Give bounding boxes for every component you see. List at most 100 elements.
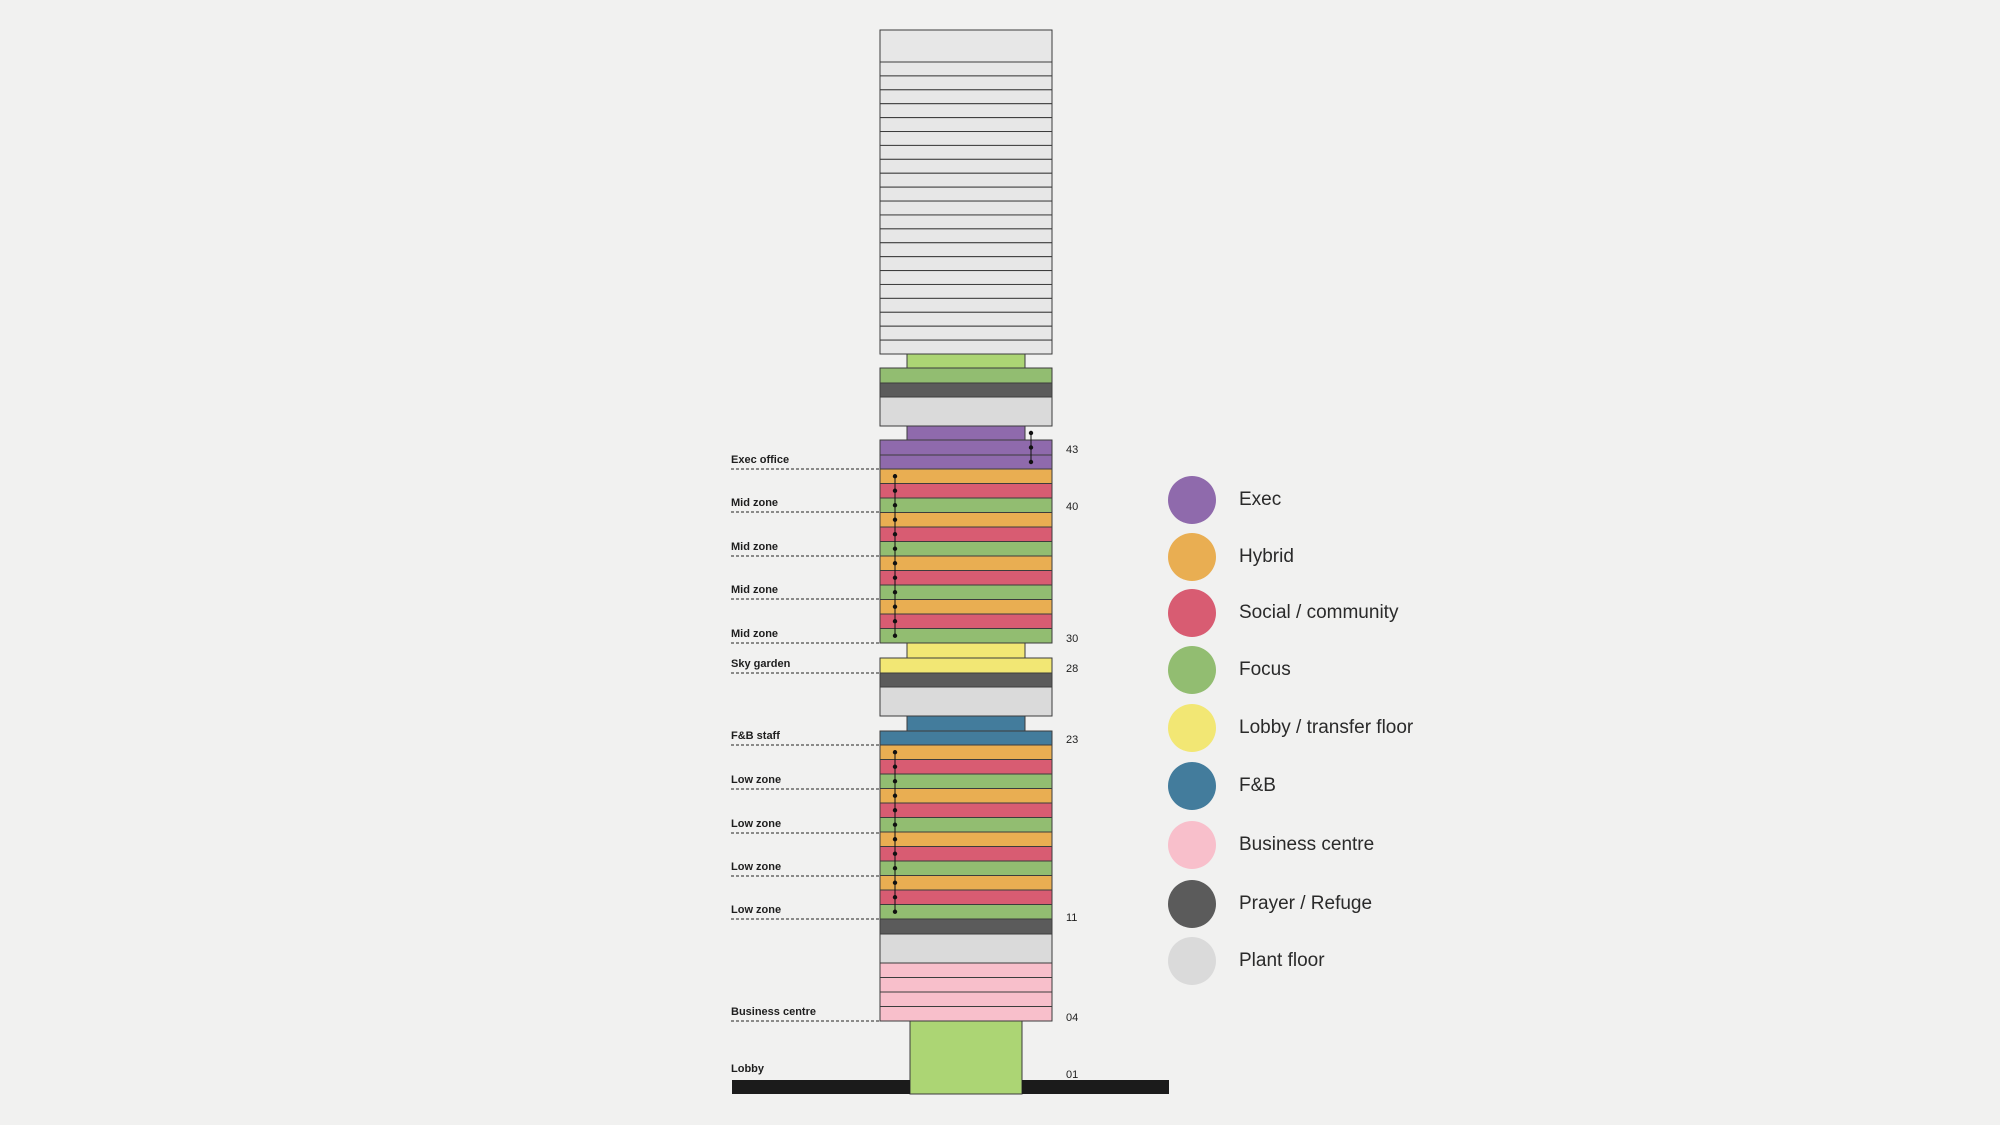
floor-number-floor-01: 01	[1066, 1069, 1078, 1081]
business-centre-floor	[879, 962, 1053, 978]
fnb-floor-narrow	[906, 715, 1026, 732]
legend-label-fnb: F&B	[1239, 775, 1276, 796]
legend-swatch-plant-floor	[1168, 937, 1216, 985]
upper-floor	[879, 311, 1053, 327]
zone-label-business-centre: Business centre	[731, 1006, 816, 1018]
upper-floor	[879, 61, 1053, 77]
exec-floor-narrow	[906, 425, 1026, 441]
low-zone-stair-dot	[892, 793, 898, 798]
zone-label-lobby: Lobby	[731, 1063, 765, 1075]
legend-item-exec: Exec	[1168, 476, 1498, 524]
mid-zone-stair-dot	[892, 517, 898, 522]
upper-floor	[879, 144, 1053, 160]
plant-floor	[879, 933, 1053, 964]
zone-label-mid-zone-1: Mid zone	[731, 497, 778, 509]
exec-floor	[879, 439, 1053, 456]
low-zone-stair-dot	[892, 895, 898, 900]
upper-floor	[879, 131, 1053, 146]
hybrid-floor	[879, 468, 1053, 484]
exec-stair-dot	[1028, 459, 1034, 465]
legend-item-lobby-transfer-floor: Lobby / transfer floor	[1168, 704, 1498, 752]
tower-stack	[732, 29, 1169, 1095]
social-community-floor	[879, 846, 1053, 862]
prayer-refuge-floor	[879, 382, 1053, 398]
floor-number-floor-28: 28	[1066, 663, 1078, 675]
upper-floor	[879, 29, 1053, 63]
low-zone-stair-dot	[892, 779, 898, 784]
zone-label-sky-garden: Sky garden	[731, 658, 791, 670]
prayer-refuge-floor	[879, 918, 1053, 935]
legend-swatch-business-centre	[1168, 821, 1216, 869]
focus-floor	[879, 628, 1053, 644]
mid-zone-stair-dot	[892, 474, 898, 479]
upper-floor	[879, 75, 1053, 91]
upper-floor	[879, 200, 1053, 216]
low-zone-stair-dot	[892, 880, 898, 885]
mid-zone-stair-dot	[892, 546, 898, 551]
focus-floor	[879, 904, 1053, 920]
focus-floor	[879, 860, 1053, 876]
upper-floor	[879, 297, 1053, 313]
legend-label-lobby-transfer-floor: Lobby / transfer floor	[1239, 717, 1414, 738]
sky-garden-narrow	[906, 642, 1026, 659]
upper-floor	[879, 158, 1053, 174]
legend-item-hybrid: Hybrid	[1168, 533, 1498, 581]
focus-floor	[879, 584, 1053, 600]
business-centre-floor	[879, 991, 1053, 1007]
lobby-floor	[909, 1020, 1023, 1095]
low-zone-stair-dot	[892, 909, 898, 914]
business-centre-floor	[879, 977, 1053, 993]
prayer-refuge-floor	[879, 672, 1053, 688]
floor-number-floor-40: 40	[1066, 501, 1078, 513]
mid-zone-stair-dot	[892, 503, 898, 508]
focus-floor	[879, 817, 1053, 833]
floor-number-floor-11: 11	[1066, 912, 1077, 924]
hybrid-floor	[879, 744, 1053, 760]
hybrid-floor	[879, 788, 1053, 804]
mid-zone-stair-dot	[892, 561, 898, 566]
social-community-floor	[879, 802, 1053, 818]
low-zone-stair-dot	[892, 764, 898, 769]
legend-swatch-hybrid	[1168, 533, 1216, 581]
legend-swatch-focus	[1168, 646, 1216, 694]
zone-label-exec-office: Exec office	[731, 454, 789, 466]
upper-floor	[879, 103, 1053, 119]
upper-floor	[879, 117, 1053, 133]
low-zone-stair-dot	[892, 837, 898, 842]
legend-label-plant-floor: Plant floor	[1239, 950, 1325, 971]
upper-floor	[879, 186, 1053, 202]
low-zone-stair-dot	[892, 822, 898, 827]
upper-floor	[879, 242, 1053, 258]
social-community-floor	[879, 889, 1053, 905]
legend-item-business-centre: Business centre	[1168, 821, 1498, 869]
floor-number-floor-04: 04	[1066, 1012, 1078, 1024]
social-community-floor	[879, 570, 1053, 586]
upper-floor	[879, 228, 1053, 244]
upper-floor	[879, 283, 1053, 299]
zone-label-mid-zone-2: Mid zone	[731, 541, 778, 553]
mid-zone-stair-dot	[892, 532, 898, 537]
zone-label-low-zone-3: Low zone	[731, 861, 781, 873]
mid-zone-stair-dot	[892, 590, 898, 595]
legend-label-business-centre: Business centre	[1239, 834, 1375, 855]
focus-floor	[879, 497, 1053, 513]
legend-label-social-community: Social / community	[1239, 602, 1399, 623]
hybrid-floor	[879, 555, 1053, 571]
legend-swatch-prayer-refuge	[1168, 880, 1216, 928]
upper-floor	[879, 89, 1053, 105]
fnb-staff-floor	[879, 730, 1053, 746]
social-community-floor	[879, 483, 1053, 499]
floor-number-floor-30: 30	[1066, 633, 1078, 645]
floor-numbers: 43 40 30 28 23 11 04 01	[1066, 444, 1078, 1081]
legend-item-social-community: Social / community	[1168, 589, 1498, 637]
focus-floor	[879, 773, 1053, 789]
legend-label-prayer-refuge: Prayer / Refuge	[1239, 893, 1373, 914]
hybrid-floor	[879, 831, 1053, 847]
upper-floor	[879, 256, 1053, 272]
focus-floor	[879, 541, 1053, 557]
zone-labels: Exec office Mid zone Mid zone Mid zone Mid z…	[731, 454, 880, 1075]
low-zone-stair-dot	[892, 851, 898, 856]
legend-item-fnb: F&B	[1168, 762, 1498, 810]
upper-floor	[879, 325, 1053, 341]
